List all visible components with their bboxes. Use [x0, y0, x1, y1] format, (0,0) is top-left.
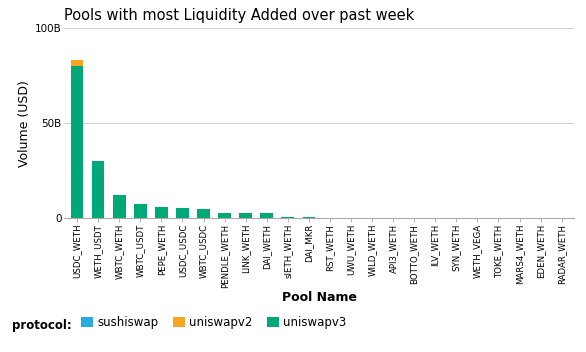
Bar	[239, 213, 252, 218]
Bar	[134, 204, 146, 218]
Legend: sushiswap, uniswapv2, uniswapv3: sushiswap, uniswapv2, uniswapv3	[76, 311, 352, 334]
Bar	[71, 66, 83, 218]
Bar	[281, 217, 294, 218]
Bar	[155, 207, 168, 218]
Bar	[260, 213, 273, 218]
Bar	[176, 208, 189, 218]
Bar	[71, 61, 83, 66]
Bar	[113, 195, 125, 218]
Text: protocol:: protocol:	[12, 319, 71, 332]
Text: Pools with most Liquidity Added over past week: Pools with most Liquidity Added over pas…	[64, 8, 415, 23]
X-axis label: Pool Name: Pool Name	[282, 291, 357, 304]
Bar	[218, 213, 231, 218]
Y-axis label: Volume (USD): Volume (USD)	[18, 80, 31, 166]
Bar	[197, 209, 210, 218]
Bar	[92, 161, 104, 218]
